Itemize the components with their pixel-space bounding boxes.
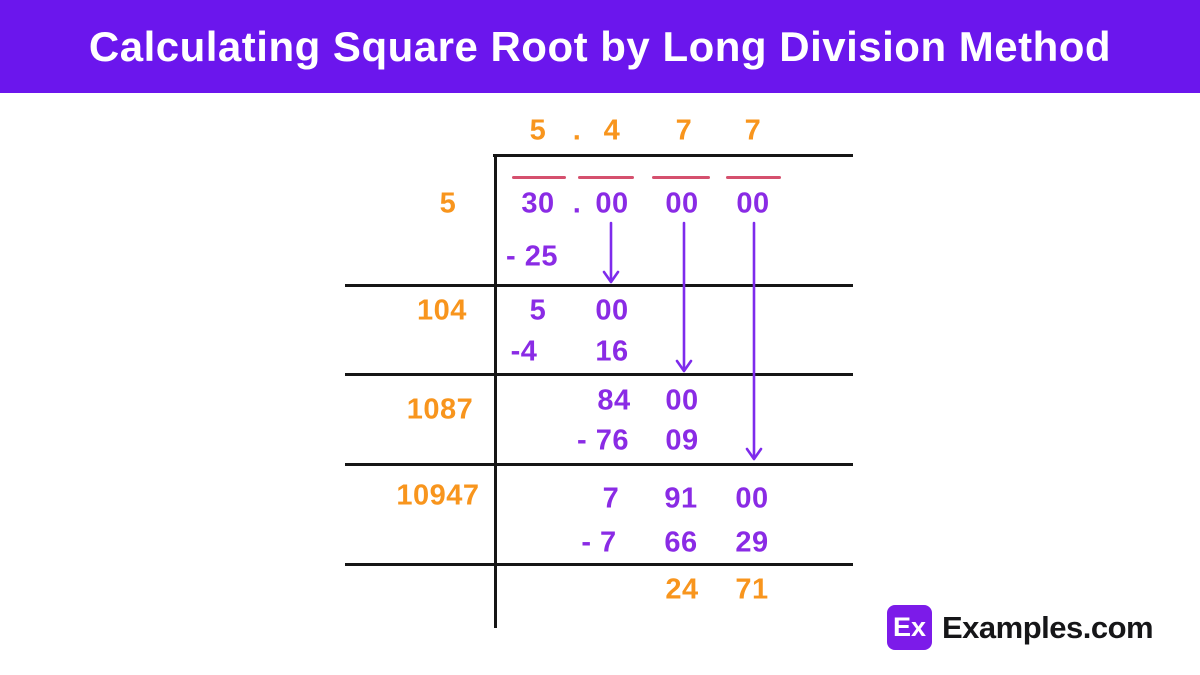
division-bracket-vertical-line — [494, 154, 497, 628]
step1-subtraction: - 25 — [506, 240, 558, 273]
bring-down-arrow — [675, 221, 693, 373]
dividend-decimal-point: . — [572, 187, 582, 220]
quotient-digit: 5 — [529, 114, 547, 147]
examples-logo-badge: Ex — [887, 605, 932, 650]
divisor-step1: 5 — [439, 187, 457, 220]
examples-logo-text: Examples.com — [942, 609, 1154, 645]
quotient-digit: 4 — [603, 114, 621, 147]
dividend-pair: 00 — [736, 187, 770, 220]
step4-subtraction: - 7 — [581, 526, 617, 559]
header-banner: Calculating Square Root by Long Division… — [0, 0, 1200, 93]
step4-subtraction: 66 — [664, 526, 698, 559]
step4-remainder: 7 — [602, 482, 620, 515]
step2-brought-down-pair: 00 — [595, 294, 629, 327]
step-divider-line — [345, 463, 853, 466]
quotient-decimal-point: . — [572, 114, 582, 147]
step3-brought-down-pair: 00 — [665, 384, 699, 417]
step2-subtraction: 16 — [595, 335, 629, 368]
final-remainder: 71 — [735, 573, 769, 606]
division-bracket-top-line — [493, 154, 853, 157]
divisor-step3: 1087 — [406, 393, 474, 426]
dividend-pair: 00 — [665, 187, 699, 220]
step3-subtraction: - 76 — [577, 424, 629, 457]
step-divider-line — [345, 284, 853, 287]
bring-down-arrow — [602, 221, 620, 284]
step4-subtraction: 29 — [735, 526, 769, 559]
step3-subtraction: 09 — [665, 424, 699, 457]
pair-overbar — [512, 176, 566, 179]
quotient-digit: 7 — [744, 114, 762, 147]
step-divider-line — [345, 563, 853, 566]
final-remainder: 24 — [665, 573, 699, 606]
page-title: Calculating Square Root by Long Division… — [88, 22, 1112, 70]
divisor-step4: 10947 — [396, 479, 480, 512]
pair-overbar — [726, 176, 781, 179]
brand-logo: Ex Examples.com — [887, 605, 1154, 650]
divisor-step2: 104 — [417, 294, 467, 327]
bring-down-arrow — [745, 221, 763, 461]
step3-remainder: 84 — [597, 384, 631, 417]
step-divider-line — [345, 373, 853, 376]
step2-remainder: 5 — [529, 294, 547, 327]
step4-remainder: 91 — [664, 482, 698, 515]
step4-brought-down-pair: 00 — [735, 482, 769, 515]
pair-overbar — [652, 176, 710, 179]
pair-overbar — [578, 176, 634, 179]
dividend-pair: 00 — [595, 187, 629, 220]
dividend-pair: 30 — [521, 187, 555, 220]
step2-subtraction: -4 — [510, 335, 538, 368]
quotient-digit: 7 — [675, 114, 693, 147]
